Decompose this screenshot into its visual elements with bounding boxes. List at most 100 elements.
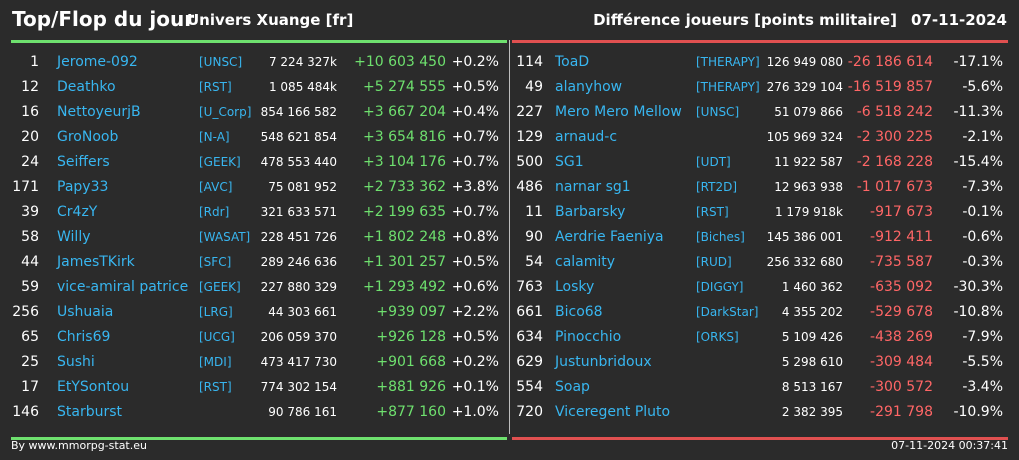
alliance-tag-link[interactable]: [RST]: [199, 380, 232, 394]
alliance-tag-link[interactable]: [RST]: [199, 80, 232, 94]
player-name-link[interactable]: Bico68: [555, 304, 603, 320]
alliance-tag-link[interactable]: [RUD]: [696, 255, 732, 269]
player-rank: 25: [21, 354, 39, 370]
player-rank: 500: [516, 154, 543, 170]
player-name-link[interactable]: narnar sg1: [555, 179, 631, 195]
player-rank: 16: [21, 104, 39, 120]
player-name-link[interactable]: Papy33: [57, 179, 109, 195]
player-name-link[interactable]: Mero Mero Mellow: [555, 104, 682, 120]
player-name-link[interactable]: Jerome-092: [57, 54, 138, 70]
percent-change: -5.5%: [962, 354, 1003, 370]
alliance-tag-link[interactable]: [N-A]: [199, 130, 230, 144]
panel-divider: [509, 40, 510, 434]
alliance-tag-link[interactable]: [DIGGY]: [696, 280, 744, 294]
alliance-tag-link[interactable]: [Biches]: [696, 230, 745, 244]
player-name-link[interactable]: Sushi: [57, 354, 95, 370]
player-name-link[interactable]: Deathko: [57, 79, 116, 95]
alliance-tag-link[interactable]: [GEEK]: [199, 155, 241, 169]
alliance-tag-link[interactable]: [U_Corp]: [199, 105, 252, 119]
player-points: 90 786 161: [268, 405, 337, 419]
percent-change: +0.5%: [451, 254, 499, 270]
flop-panel: 114 ToaD [THERAPY] 126 949 080 -26 186 614 -1…: [512, 40, 1008, 440]
percent-change: +0.7%: [451, 154, 499, 170]
footer-source: By www.mmorpg-stat.eu: [11, 439, 147, 452]
percent-change: -30.3%: [953, 279, 1003, 295]
player-points: 548 621 854: [260, 130, 337, 144]
player-name-link[interactable]: Seiffers: [57, 154, 110, 170]
player-name-link[interactable]: Willy: [57, 229, 91, 245]
player-name-link[interactable]: Pinocchio: [555, 329, 622, 345]
player-points: 4 355 202: [781, 305, 843, 319]
player-points: 227 880 329: [260, 280, 337, 294]
player-name-link[interactable]: Justunbridoux: [555, 354, 652, 370]
alliance-tag-link[interactable]: [RST]: [696, 205, 729, 219]
alliance-tag-link[interactable]: [LRG]: [199, 305, 233, 319]
percent-change: +0.1%: [451, 379, 499, 395]
top-row: 24 Seiffers [GEEK] 478 553 440 +3 104 176 +0.…: [11, 150, 507, 175]
player-name-link[interactable]: ToaD: [555, 54, 590, 70]
player-points: 8 513 167: [781, 380, 843, 394]
points-diff: +1 301 257: [363, 254, 446, 270]
player-name-link[interactable]: Chris69: [57, 329, 111, 345]
alliance-tag-link[interactable]: [UNSC]: [199, 55, 243, 69]
player-name-link[interactable]: JamesTKirk: [57, 254, 135, 270]
flop-row: 114 ToaD [THERAPY] 126 949 080 -26 186 614 -1…: [512, 50, 1008, 75]
percent-change: -0.3%: [962, 254, 1003, 270]
percent-change: -7.3%: [962, 179, 1003, 195]
alliance-tag-link[interactable]: [UCG]: [199, 330, 235, 344]
player-points: 774 302 154: [260, 380, 337, 394]
percent-change: +0.7%: [451, 129, 499, 145]
universe-label: Univers Xuange [fr]: [187, 11, 354, 29]
header-right: Différence joueurs [points militaire] 07-…: [593, 11, 1007, 29]
points-diff: +3 667 204: [363, 104, 446, 120]
player-name-link[interactable]: alanyhow: [555, 79, 623, 95]
player-name-link[interactable]: vice-amiral patrice: [57, 279, 189, 295]
player-name-link[interactable]: GroNoob: [57, 129, 119, 145]
player-points: 228 451 726: [260, 230, 337, 244]
points-diff: -300 572: [870, 379, 933, 395]
player-name-link[interactable]: Aerdrie Faeniya: [555, 229, 664, 245]
alliance-tag-link[interactable]: [DarkStar]: [696, 305, 759, 319]
player-rank: 11: [525, 204, 543, 220]
percent-change: +0.6%: [451, 279, 499, 295]
points-diff: -26 186 614: [847, 54, 933, 70]
player-name-link[interactable]: calamity: [555, 254, 616, 270]
alliance-tag-link[interactable]: [UNSC]: [696, 105, 740, 119]
percent-change: +0.8%: [451, 229, 499, 245]
alliance-tag-link[interactable]: [WASAT]: [199, 230, 251, 244]
player-name-link[interactable]: Starburst: [57, 404, 123, 420]
flop-row: 11 Barbarsky [RST] 1 179 918k -917 673 -0.1%: [512, 200, 1008, 225]
percent-change: +0.2%: [451, 54, 499, 70]
alliance-tag-link[interactable]: [SFC]: [199, 255, 232, 269]
alliance-tag-link[interactable]: [THERAPY]: [696, 80, 760, 94]
top-row: 59 vice-amiral patrice [GEEK] 227 880 329 +1…: [11, 275, 507, 300]
alliance-tag-link[interactable]: [UDT]: [696, 155, 731, 169]
alliance-tag-link[interactable]: [THERAPY]: [696, 55, 760, 69]
player-name-link[interactable]: EtYSontou: [57, 379, 130, 395]
flop-row: 720 Viceregent Pluto 2 382 395 -291 798 -10.…: [512, 400, 1008, 425]
alliance-tag-link[interactable]: [Rdr]: [199, 205, 230, 219]
player-rank: 486: [516, 179, 543, 195]
points-diff: -735 587: [870, 254, 933, 270]
alliance-tag-link[interactable]: [GEEK]: [199, 280, 241, 294]
player-name-link[interactable]: Barbarsky: [555, 204, 626, 220]
alliance-tag-link[interactable]: [AVC]: [199, 180, 233, 194]
player-name-link[interactable]: NettoyeurjB: [57, 104, 141, 120]
player-points: 1 179 918k: [774, 205, 843, 219]
player-name-link[interactable]: Ushuaia: [57, 304, 114, 320]
alliance-tag-link[interactable]: [RT2D]: [696, 180, 738, 194]
player-name-link[interactable]: SG1: [555, 154, 584, 170]
alliance-tag-link[interactable]: [MDI]: [199, 355, 232, 369]
player-name-link[interactable]: Losky: [555, 279, 595, 295]
player-name-link[interactable]: Viceregent Pluto: [555, 404, 671, 420]
percent-change: -10.9%: [953, 404, 1003, 420]
player-points: 75 081 952: [268, 180, 337, 194]
player-name-link[interactable]: Cr4zY: [57, 204, 98, 220]
player-name-link[interactable]: Soap: [555, 379, 590, 395]
player-rank: 629: [516, 354, 543, 370]
alliance-tag-link[interactable]: [ORKS]: [696, 330, 739, 344]
points-diff: -917 673: [870, 204, 933, 220]
flop-row: 486 narnar sg1 [RT2D] 12 963 938 -1 017 673 -…: [512, 175, 1008, 200]
player-rank: 634: [516, 329, 543, 345]
player-name-link[interactable]: arnaud-c: [555, 129, 618, 145]
